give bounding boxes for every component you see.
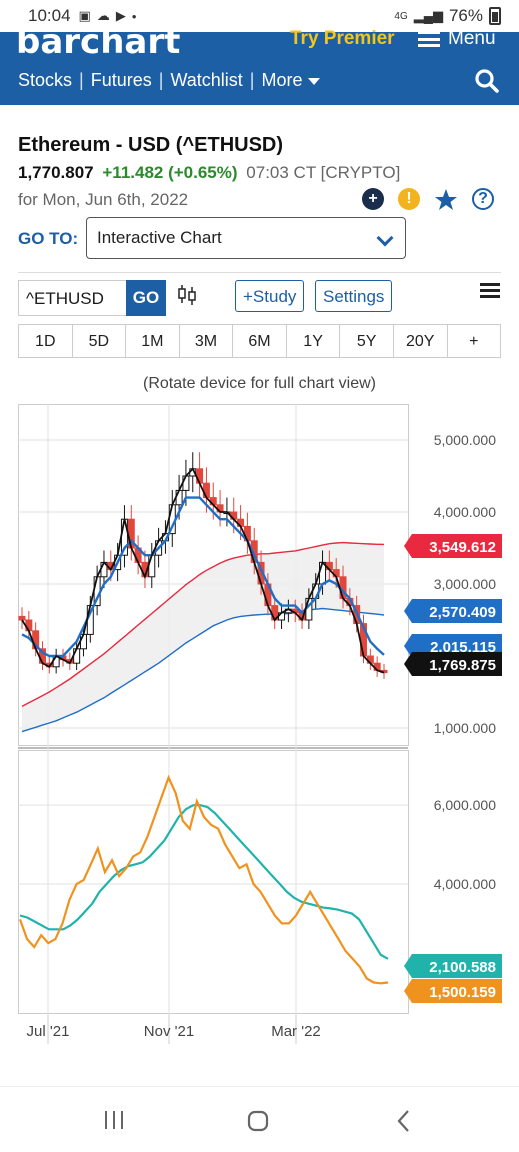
rotate-hint: (Rotate device for full chart view): [143, 375, 376, 392]
ma-fast-line: [21, 496, 385, 658]
nav-futures[interactable]: Futures: [90, 70, 152, 90]
price-tag-label: 1,769.875: [429, 657, 496, 674]
x-tick-label: Nov '21: [144, 1023, 194, 1040]
quote-time: 07:03 CT [CRYPTO]: [246, 163, 401, 182]
period-5d[interactable]: 5D: [73, 325, 127, 357]
period-20y[interactable]: 20Y: [394, 325, 448, 357]
candlestick-icon[interactable]: [176, 284, 198, 306]
teal-line: [19, 804, 389, 960]
y-tick-label: 4,000.000: [434, 876, 496, 892]
status-time: 10:04: [28, 6, 71, 25]
close-line: [21, 467, 385, 674]
goto-label: GO TO:: [18, 229, 79, 248]
period-selector: 1D 5D 1M 3M 6M 1Y 5Y 20Y +: [18, 324, 501, 358]
barchart-logo[interactable]: barchart: [16, 22, 181, 62]
y-tick-label: 6,000.000: [434, 797, 496, 813]
last-price: 1,770.807: [18, 163, 94, 182]
battery-icon: [489, 7, 501, 25]
orange-line: [18, 774, 389, 985]
price-change: +11.482 (+0.65%): [102, 163, 238, 182]
y-tick-label: 4,000.000: [434, 504, 496, 520]
nav-more[interactable]: More: [261, 70, 321, 91]
alert-icon[interactable]: !: [398, 188, 420, 210]
menu-button[interactable]: Menu: [418, 28, 496, 50]
price-tag: [404, 979, 502, 1003]
quote-date: for Mon, Jun 6th, 2022: [18, 190, 189, 209]
price-tag-label: 2,570.409: [429, 604, 496, 621]
price-tag: [404, 652, 502, 676]
cloud-icon: ☁: [96, 8, 110, 23]
recent-apps-icon[interactable]: [103, 1109, 125, 1131]
price-chart[interactable]: 5,000.000 4,000.000 3,000.000 1,000.000 3,54…: [18, 404, 502, 1052]
price-tag-label: 1,500.159: [429, 984, 496, 1001]
try-premier-link[interactable]: Try Premier: [290, 28, 395, 49]
candle-body: [148, 554, 156, 578]
android-nav-bar: [0, 1086, 519, 1152]
candle-body: [196, 468, 204, 484]
period-1y[interactable]: 1Y: [287, 325, 341, 357]
y-tick-label: 5,000.000: [434, 432, 496, 448]
star-icon[interactable]: [434, 188, 458, 212]
candle-body: [18, 615, 26, 621]
x-tick-label: Jul '21: [27, 1023, 70, 1040]
ma-red-line: [21, 541, 385, 708]
site-header: barchart Try Premier Menu Stocks | Future…: [0, 22, 519, 105]
period-more[interactable]: +: [469, 333, 479, 350]
candle-body: [79, 633, 87, 650]
period-1d[interactable]: 1D: [19, 325, 73, 357]
help-icon[interactable]: ?: [472, 188, 494, 210]
goto-select[interactable]: Interactive Chart: [86, 217, 406, 259]
price-tag: [404, 534, 502, 558]
price-tag-label: 3,549.612: [429, 539, 496, 556]
youtube-icon: ▶: [115, 8, 126, 23]
price-tag-label: 2,100.588: [429, 959, 496, 976]
quote-actions: + ! ?: [362, 188, 494, 212]
notification-dot: •: [131, 8, 137, 24]
quote-line: 1,770.807 +11.482 (+0.65%) 07:03 CT [CRY…: [18, 163, 400, 183]
go-button[interactable]: GO: [126, 280, 166, 316]
chevron-down-icon: [308, 77, 321, 85]
page-title: Ethereum - USD (^ETHUSD): [18, 134, 284, 156]
add-icon[interactable]: +: [362, 188, 384, 210]
x-tick-label: Mar '22: [271, 1023, 321, 1040]
battery-percent: 76%: [448, 6, 483, 25]
candle-body: [73, 648, 81, 664]
home-icon[interactable]: [246, 1109, 270, 1133]
hamburger-icon: [418, 31, 440, 47]
period-3m[interactable]: 3M: [180, 325, 234, 357]
y-tick-label: 1,000.000: [434, 720, 496, 736]
candle-body: [202, 482, 210, 499]
price-tag: [404, 599, 502, 623]
menu-label: Menu: [448, 28, 496, 49]
period-5y[interactable]: 5Y: [340, 325, 394, 357]
nav-stocks[interactable]: Stocks: [18, 70, 73, 90]
candle-body: [175, 489, 183, 506]
nav-watchlist[interactable]: Watchlist: [170, 70, 243, 90]
ma-band: [22, 542, 384, 732]
signal-icon: ▂▄▆: [413, 8, 443, 23]
divider: [18, 272, 501, 273]
y-tick-label: 3,000.000: [434, 576, 496, 592]
chart-menu-icon[interactable]: [480, 283, 500, 298]
period-6m[interactable]: 6M: [233, 325, 287, 357]
symbol-input[interactable]: ^ETHUSD: [18, 280, 128, 316]
nav-more-label: More: [261, 70, 303, 90]
indicator-panel-frame: [18, 750, 409, 1014]
price-tag: [404, 954, 502, 978]
price-tag-label: 2,015.115: [430, 639, 496, 656]
candle-body: [182, 475, 190, 491]
gallery-icon: ▣: [78, 8, 91, 23]
network-type: 4G: [394, 10, 408, 22]
status-bar: 10:04 ▣ ☁ ▶ • 4G ▂▄▆ 76%: [0, 0, 519, 32]
back-icon[interactable]: [394, 1109, 414, 1133]
chevron-down-icon: [376, 229, 394, 247]
add-study-button[interactable]: +Study: [235, 280, 305, 312]
main-nav: Stocks | Futures | Watchlist | More: [18, 70, 321, 91]
ma-slow-line: [21, 607, 385, 733]
period-1m[interactable]: 1M: [126, 325, 180, 357]
search-icon[interactable]: [474, 68, 500, 94]
goto-selected: Interactive Chart: [97, 228, 222, 247]
settings-button[interactable]: Settings: [315, 280, 393, 312]
